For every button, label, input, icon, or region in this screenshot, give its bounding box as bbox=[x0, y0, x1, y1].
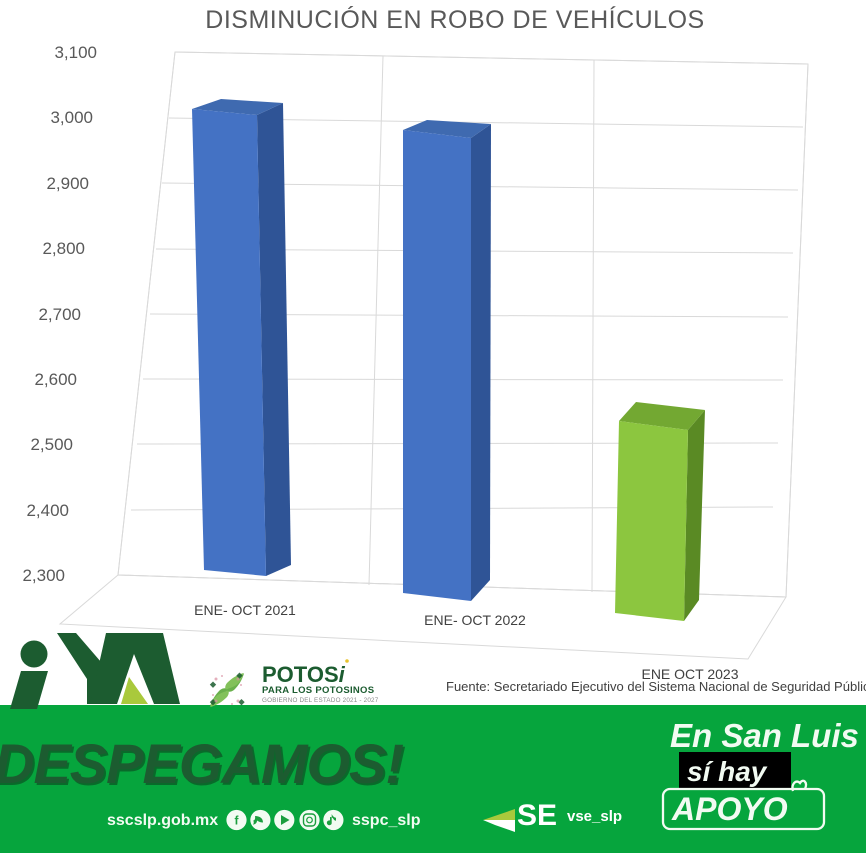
svg-text:SE: SE bbox=[517, 799, 557, 832]
svg-text:sspc_slp: sspc_slp bbox=[352, 812, 421, 829]
svg-text:sscslp.gob.mx: sscslp.gob.mx bbox=[107, 812, 218, 829]
svg-text:2,800: 2,800 bbox=[42, 239, 85, 258]
svg-text:2,300: 2,300 bbox=[22, 566, 65, 585]
svg-text:2,700: 2,700 bbox=[38, 305, 81, 324]
svg-text:En San Luis: En San Luis bbox=[670, 717, 859, 754]
svg-text:DESPEGAMOS!: DESPEGAMOS! bbox=[0, 732, 403, 795]
svg-text:2,500: 2,500 bbox=[30, 435, 73, 454]
svg-text:2,600: 2,600 bbox=[34, 370, 77, 389]
svg-text:ENE- OCT 2022: ENE- OCT 2022 bbox=[424, 612, 526, 628]
svg-text:Fuente: Secretariado Ejecutivo: Fuente: Secretariado Ejecutivo del Siste… bbox=[446, 679, 866, 694]
svg-text:2,900: 2,900 bbox=[46, 174, 89, 193]
svg-text:APOYO: APOYO bbox=[671, 791, 788, 827]
svg-text:3,100: 3,100 bbox=[54, 43, 97, 62]
svg-text:3,000: 3,000 bbox=[50, 108, 93, 127]
svg-text:ENE- OCT 2021: ENE- OCT 2021 bbox=[194, 602, 296, 618]
svg-text:sí hay: sí hay bbox=[687, 756, 768, 787]
svg-text:2,400: 2,400 bbox=[26, 501, 69, 520]
svg-text:vse_slp: vse_slp bbox=[567, 808, 622, 825]
